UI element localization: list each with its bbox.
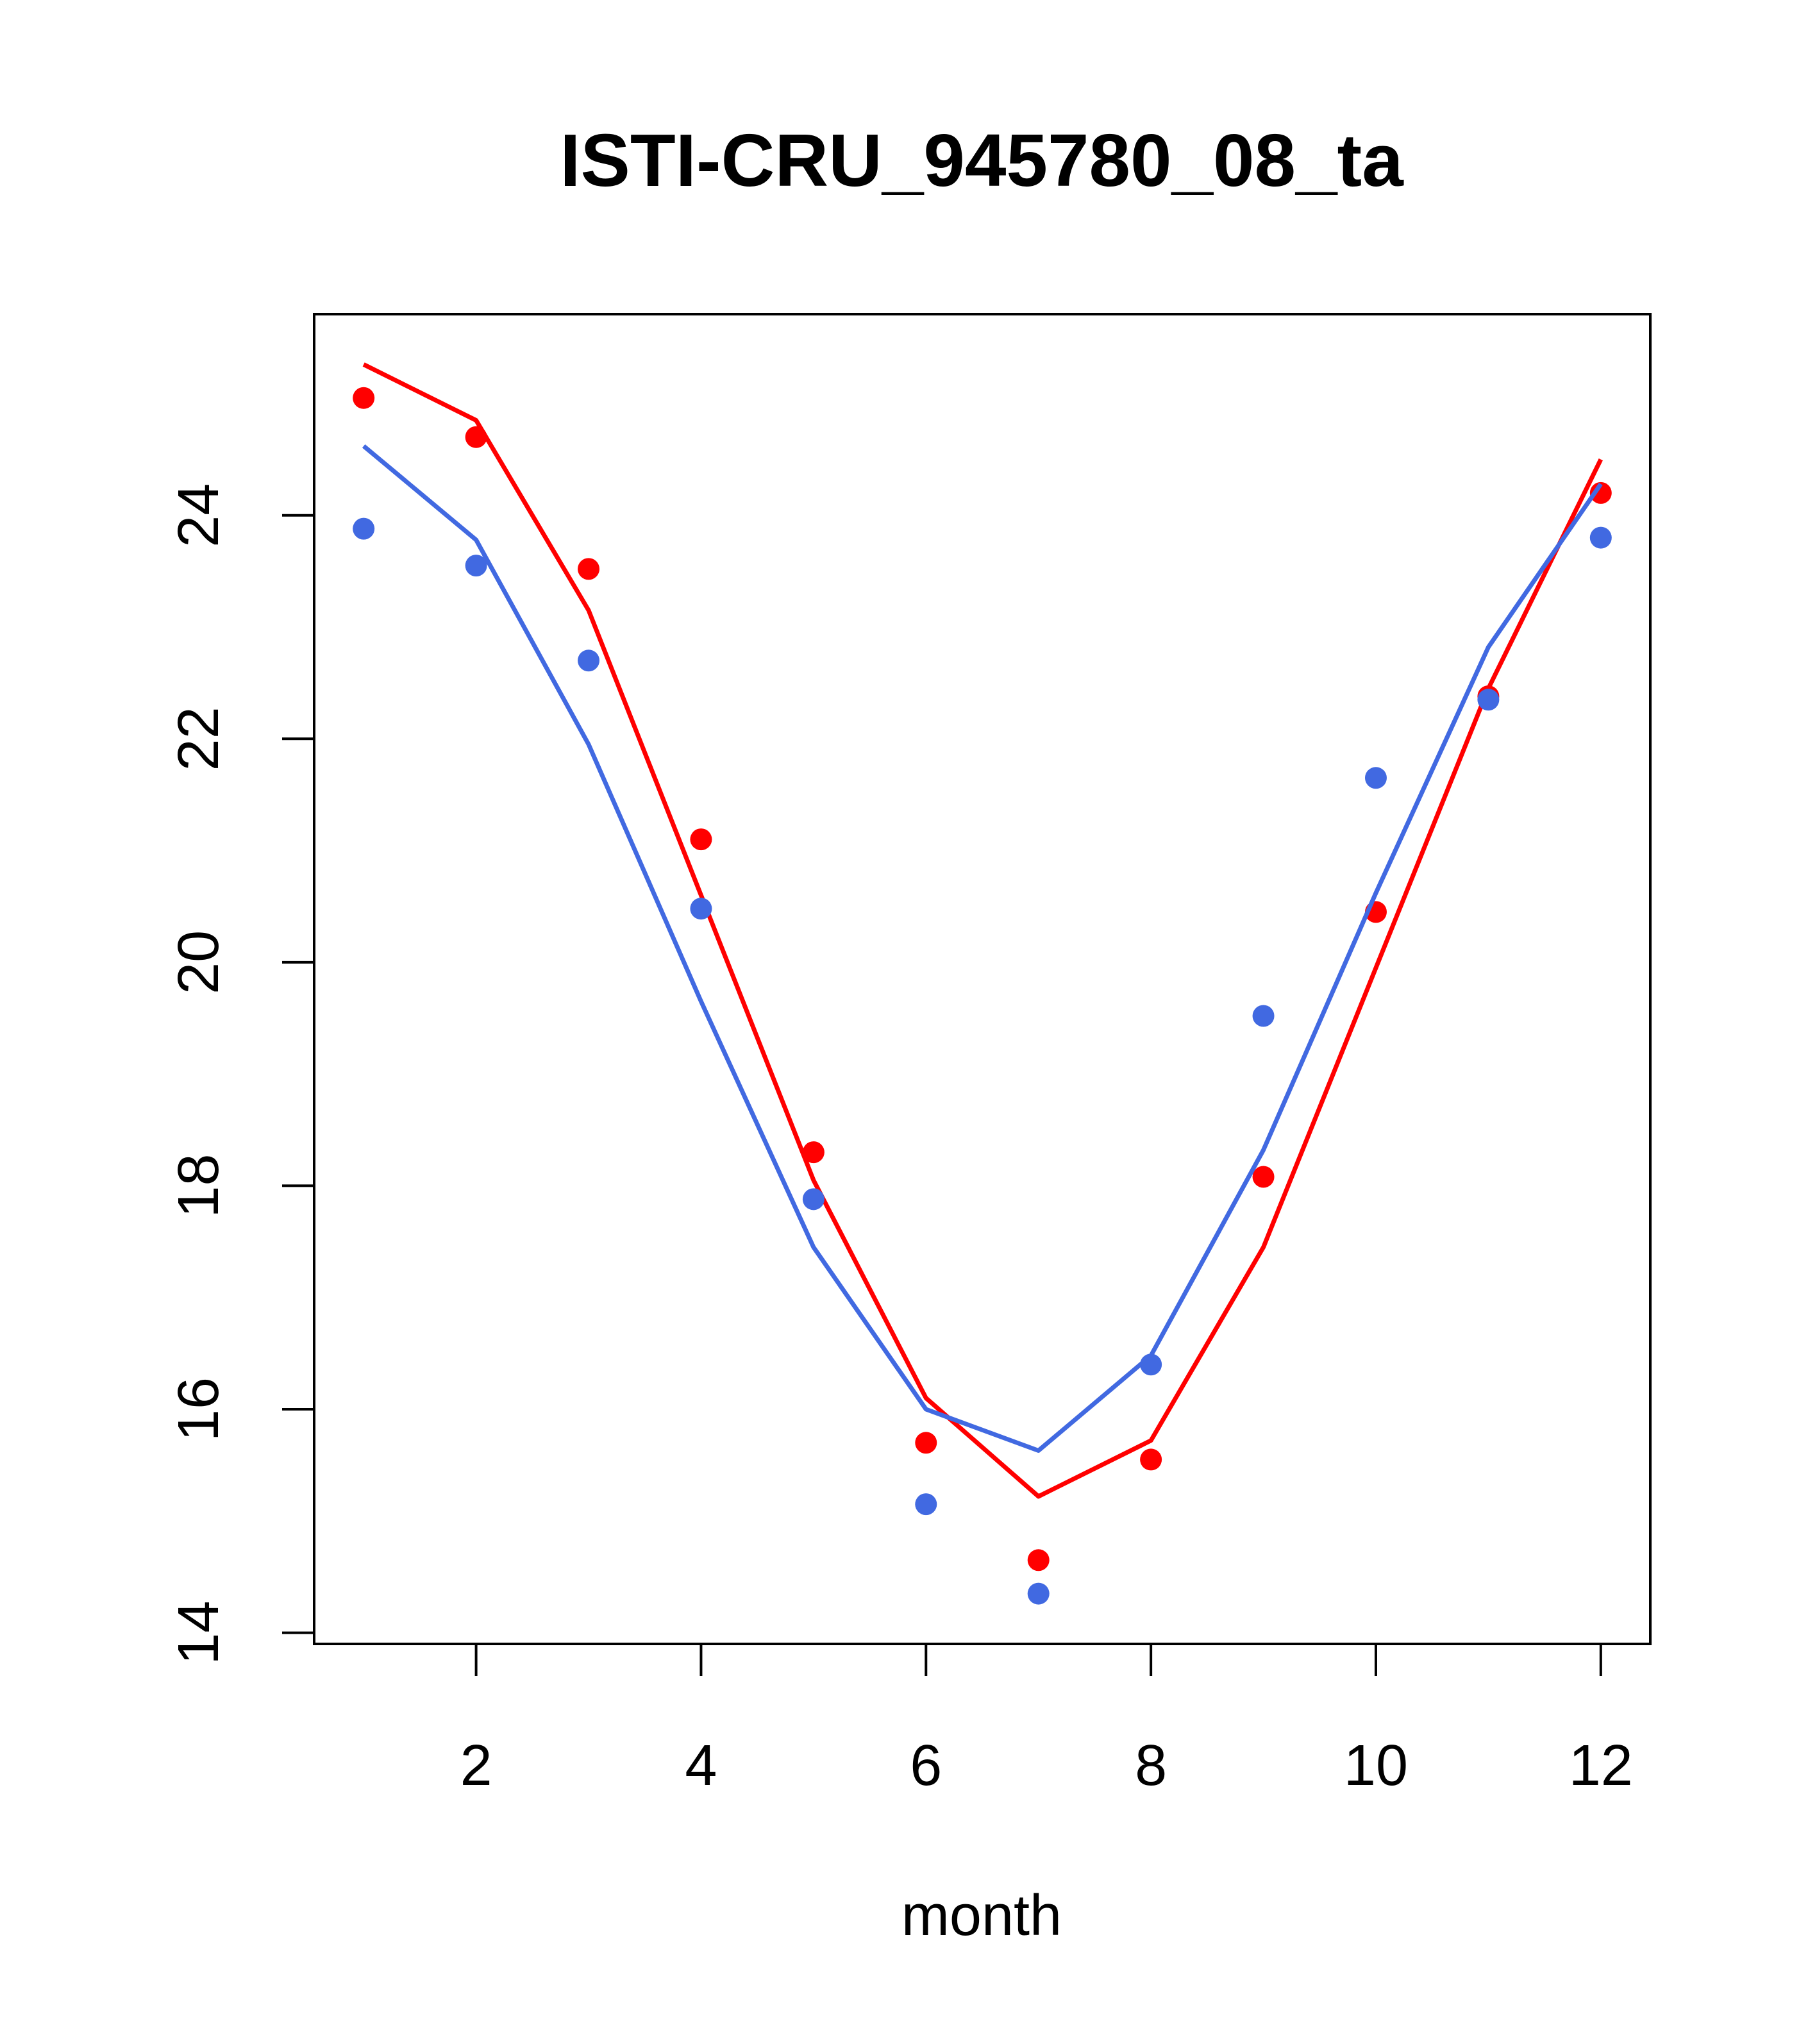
data-point xyxy=(802,1141,825,1164)
data-point xyxy=(1477,689,1500,711)
data-point xyxy=(1589,526,1612,549)
x-axis-label: month xyxy=(901,1884,1062,1948)
data-point xyxy=(353,517,375,540)
y-tick-label: 20 xyxy=(167,930,231,994)
x-tick-label: 8 xyxy=(1135,1734,1167,1798)
data-point xyxy=(690,828,712,851)
data-point xyxy=(1027,1549,1050,1571)
data-point xyxy=(690,898,712,920)
series-0 xyxy=(353,362,1612,1571)
y-tick-label: 14 xyxy=(167,1601,231,1665)
data-point xyxy=(578,649,600,672)
x-tick-label: 10 xyxy=(1344,1734,1408,1798)
data-point xyxy=(1364,767,1387,789)
data-point xyxy=(465,555,487,577)
series-line xyxy=(362,362,1603,1499)
series-1 xyxy=(353,444,1612,1605)
y-tick-label: 22 xyxy=(167,707,231,771)
data-point xyxy=(578,558,600,580)
series-line xyxy=(362,444,1603,1453)
x-tick-label: 12 xyxy=(1569,1734,1633,1798)
y-axis: 14 16 18 20 22 24 xyxy=(167,483,315,1665)
data-point xyxy=(1252,1005,1275,1027)
data-point xyxy=(465,426,487,448)
y-tick-label: 16 xyxy=(167,1377,231,1441)
data-point xyxy=(353,387,375,409)
data-point xyxy=(1589,482,1612,504)
series-layer xyxy=(353,362,1612,1605)
x-tick-label: 4 xyxy=(685,1734,717,1798)
chart-title: ISTI-CRU_945780_08_ta xyxy=(560,119,1404,202)
data-point xyxy=(915,1493,937,1516)
x-axis: 2 4 6 8 10 12 xyxy=(460,1643,1633,1798)
data-point xyxy=(1252,1166,1275,1188)
data-point xyxy=(802,1188,825,1210)
data-point xyxy=(1027,1582,1050,1605)
data-point xyxy=(1140,1448,1162,1471)
data-point xyxy=(1140,1353,1162,1376)
y-tick-label: 18 xyxy=(167,1153,231,1218)
y-tick-label: 24 xyxy=(167,483,231,548)
x-tick-label: 2 xyxy=(460,1734,492,1798)
x-tick-label: 6 xyxy=(910,1734,942,1798)
data-point xyxy=(915,1432,937,1454)
